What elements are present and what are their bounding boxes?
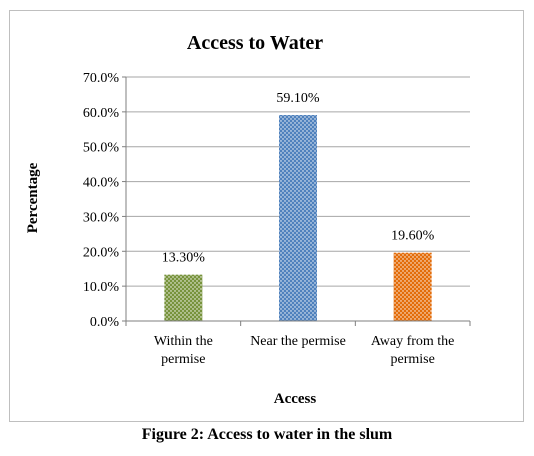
data-label: 19.60% [391, 229, 435, 244]
figure-caption: Figure 2: Access to water in the slum [141, 426, 393, 443]
y-tick-label: 30.0% [83, 210, 120, 225]
bar [279, 114, 317, 321]
x-tick-label: Away from the [371, 334, 454, 349]
x-axis-label: Access [274, 391, 317, 407]
data-label: 59.10% [276, 91, 320, 106]
y-tick-label: 70.0% [83, 71, 120, 86]
bar [393, 252, 432, 321]
x-tick-label: permise [161, 352, 205, 367]
y-tick-label: 40.0% [83, 176, 120, 191]
bar [164, 274, 203, 321]
y-tick-label: 20.0% [83, 245, 120, 260]
x-tick-label: Within the [154, 334, 213, 349]
y-tick-label: 10.0% [83, 280, 120, 295]
y-tick-label: 60.0% [83, 106, 120, 121]
x-tick-label: Near the permise [250, 334, 346, 349]
y-tick-label: 0.0% [90, 315, 120, 330]
data-label: 13.30% [162, 251, 206, 266]
chart-title: Access to Water [187, 32, 323, 54]
y-axis-label: Percentage [25, 162, 41, 233]
y-tick-label: 50.0% [83, 141, 120, 156]
chart-frame [9, 10, 524, 422]
x-tick-label: permise [391, 352, 435, 367]
